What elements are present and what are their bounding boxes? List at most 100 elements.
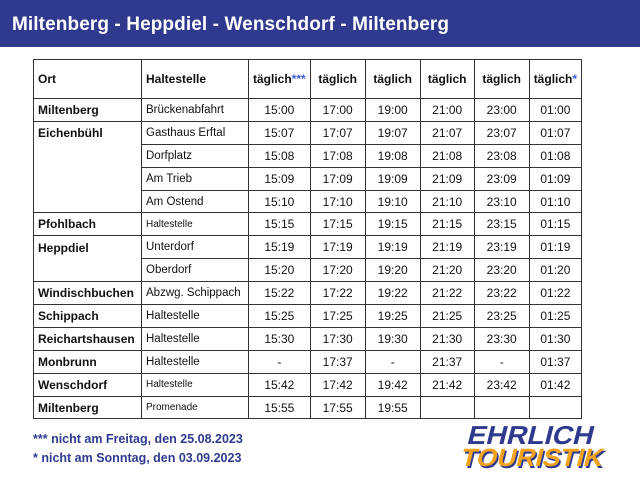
- time-cell: 23:00: [473, 98, 530, 122]
- footnote-sunday: * nicht am Sonntag, den 03.09.2023: [33, 451, 242, 465]
- time-cell: 19:09: [364, 166, 421, 191]
- ort-cell: Schippach: [33, 304, 142, 328]
- table-row: Miltenberg Brückenabfahrt 15:00 17:00 19…: [33, 98, 583, 122]
- time-cell: 17:30: [309, 326, 366, 351]
- time-cell: 01:10: [528, 189, 583, 214]
- ort-cell: Heppdiel: [33, 235, 142, 259]
- table-header-row: Ort Haltestelle täglich*** täglich tägli…: [33, 59, 583, 99]
- haltestelle-cell: Haltestelle: [141, 349, 249, 374]
- time-cell: 23:25: [473, 304, 530, 328]
- time-cell: 21:37: [419, 349, 475, 374]
- time-cell: 15:22: [248, 281, 311, 306]
- ort-cell: Miltenberg: [33, 98, 142, 122]
- table-row: Schippach Haltestelle 15:25 17:25 19:25 …: [33, 304, 583, 328]
- time-cell: 23:22: [473, 281, 530, 306]
- haltestelle-cell: Abzwg. Schippach: [141, 281, 249, 306]
- time-cell: 15:20: [248, 258, 311, 283]
- time-cell: 01:07: [528, 120, 583, 145]
- time-cell: 21:22: [419, 281, 475, 306]
- time-cell: 15:42: [248, 372, 311, 397]
- empty-cell: [419, 395, 475, 420]
- ort-cell: Wenschdorf: [33, 372, 142, 397]
- ort-cell: Monbrunn: [33, 349, 142, 374]
- time-cell: 17:15: [309, 212, 366, 237]
- time-cell: 15:19: [248, 235, 311, 260]
- time-cell: 01:19: [528, 235, 583, 260]
- haltestelle-cell: Haltestelle: [141, 212, 249, 237]
- time-cell: 17:22: [309, 281, 366, 306]
- time-cell: 21:25: [419, 304, 475, 328]
- table-row: Heppdiel Unterdorf 15:19 17:19 19:19 21:…: [33, 235, 583, 260]
- table-row: Miltenberg Promenade 15:55 17:55 19:55: [33, 395, 583, 420]
- time-cell: 23:42: [473, 372, 530, 397]
- time-cell: 19:20: [364, 258, 421, 283]
- ort-cell: Miltenberg: [33, 395, 142, 420]
- ort-cell: [33, 190, 142, 214]
- column-header-time: täglich: [473, 59, 530, 99]
- empty-cell: [473, 395, 530, 420]
- footnote-friday: *** nicht am Freitag, den 25.08.2023: [33, 432, 243, 446]
- time-cell: 21:15: [419, 212, 475, 237]
- time-cell: 19:15: [364, 212, 421, 237]
- page-title: Miltenberg - Heppdiel - Wenschdorf - Mil…: [0, 0, 640, 47]
- time-cell: 23:07: [473, 120, 530, 145]
- table-row: Dorfplatz 15:08 17:08 19:08 21:08 23:08 …: [33, 143, 583, 168]
- time-cell: 21:10: [419, 189, 475, 214]
- column-header-time: täglich: [364, 59, 421, 99]
- time-cell: 15:15: [248, 212, 311, 237]
- haltestelle-cell: Haltestelle: [141, 304, 249, 328]
- time-cell: 23:30: [473, 326, 530, 351]
- time-cell: 15:10: [248, 189, 311, 214]
- time-cell: 21:08: [419, 143, 475, 168]
- haltestelle-cell: Dorfplatz: [141, 143, 249, 168]
- time-cell: 01:08: [528, 143, 583, 168]
- time-cell: 15:00: [248, 98, 311, 122]
- time-cell: 23:19: [473, 235, 530, 260]
- logo-line2: TOURISTIK: [458, 444, 608, 472]
- column-header-ort: Ort: [33, 59, 142, 99]
- time-cell: 21:09: [419, 166, 475, 191]
- logo-line2-shadow: TOURISTIK: [460, 446, 610, 472]
- time-cell: 17:20: [309, 258, 366, 283]
- time-cell: 19:25: [364, 304, 421, 328]
- ehrlich-touristik-logo: EHRLICH TOURISTIK TOURISTIK: [458, 420, 610, 472]
- haltestelle-cell: Promenade: [141, 395, 249, 420]
- ort-cell: [33, 144, 142, 168]
- column-header-time: täglich***: [248, 59, 311, 99]
- time-cell: 17:09: [309, 166, 366, 191]
- time-cell: 01:42: [528, 372, 583, 397]
- time-cell: -: [473, 349, 530, 374]
- time-cell: 19:10: [364, 189, 421, 214]
- time-cell: 17:19: [309, 235, 366, 260]
- haltestelle-cell: Haltestelle: [141, 326, 249, 351]
- time-cell: 15:07: [248, 120, 311, 145]
- table-row: Am Trieb 15:09 17:09 19:09 21:09 23:09 0…: [33, 166, 583, 191]
- ort-cell: [33, 167, 142, 191]
- time-cell: 19:19: [364, 235, 421, 260]
- column-header-time: täglich: [419, 59, 475, 99]
- column-header-time: täglich*: [528, 59, 583, 99]
- time-cell: 17:07: [309, 120, 366, 145]
- haltestelle-cell: Haltestelle: [141, 372, 249, 397]
- time-cell: 19:07: [364, 120, 421, 145]
- table-row: Reichartshausen Haltestelle 15:30 17:30 …: [33, 326, 583, 351]
- time-cell: 19:08: [364, 143, 421, 168]
- time-cell: 15:55: [248, 395, 311, 420]
- time-cell: 21:19: [419, 235, 475, 260]
- time-cell: 21:07: [419, 120, 475, 145]
- table-row: Oberdorf 15:20 17:20 19:20 21:20 23:20 0…: [33, 258, 583, 283]
- haltestelle-cell: Unterdorf: [141, 235, 249, 260]
- time-cell: 01:00: [528, 98, 583, 122]
- ort-cell: Reichartshausen: [33, 326, 142, 351]
- time-cell: 23:15: [473, 212, 530, 237]
- time-cell: 01:30: [528, 326, 583, 351]
- table-row: Eichenbühl Gasthaus Erftal 15:07 17:07 1…: [33, 120, 583, 145]
- table-row: Windischbuchen Abzwg. Schippach 15:22 17…: [33, 281, 583, 306]
- table-row: Monbrunn Haltestelle - 17:37 - 21:37 - 0…: [33, 349, 583, 374]
- time-cell: 01:25: [528, 304, 583, 328]
- time-cell: 01:37: [528, 349, 583, 374]
- haltestelle-cell: Am Trieb: [141, 166, 249, 191]
- time-cell: 17:55: [309, 395, 366, 420]
- empty-cell: [528, 395, 583, 420]
- time-cell: 01:20: [528, 258, 583, 283]
